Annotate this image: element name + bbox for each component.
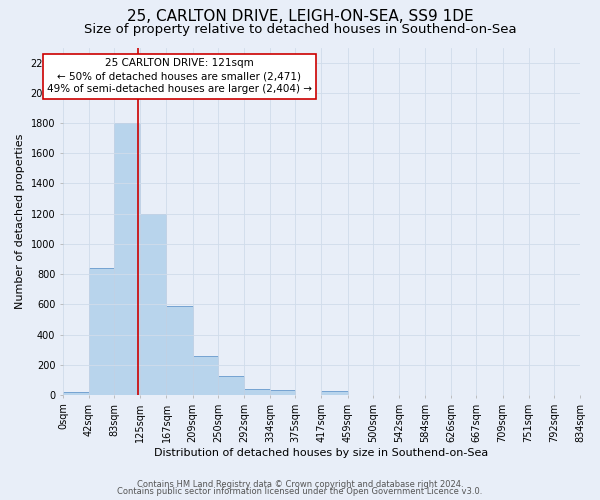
Text: Contains HM Land Registry data © Crown copyright and database right 2024.: Contains HM Land Registry data © Crown c… bbox=[137, 480, 463, 489]
Bar bbox=[270, 390, 295, 395]
Text: 25 CARLTON DRIVE: 121sqm
← 50% of detached houses are smaller (2,471)
49% of sem: 25 CARLTON DRIVE: 121sqm ← 50% of detach… bbox=[47, 58, 311, 94]
X-axis label: Distribution of detached houses by size in Southend-on-Sea: Distribution of detached houses by size … bbox=[154, 448, 488, 458]
Bar bbox=[115, 123, 140, 395]
Bar bbox=[218, 376, 244, 395]
Bar bbox=[166, 306, 193, 395]
Bar bbox=[140, 214, 166, 395]
Text: Contains public sector information licensed under the Open Government Licence v3: Contains public sector information licen… bbox=[118, 487, 482, 496]
Bar bbox=[322, 391, 347, 395]
Bar bbox=[63, 392, 89, 395]
Bar bbox=[244, 389, 270, 395]
Y-axis label: Number of detached properties: Number of detached properties bbox=[15, 134, 25, 309]
Bar bbox=[193, 356, 218, 395]
Bar bbox=[89, 268, 115, 395]
Text: 25, CARLTON DRIVE, LEIGH-ON-SEA, SS9 1DE: 25, CARLTON DRIVE, LEIGH-ON-SEA, SS9 1DE bbox=[127, 9, 473, 24]
Text: Size of property relative to detached houses in Southend-on-Sea: Size of property relative to detached ho… bbox=[83, 22, 517, 36]
